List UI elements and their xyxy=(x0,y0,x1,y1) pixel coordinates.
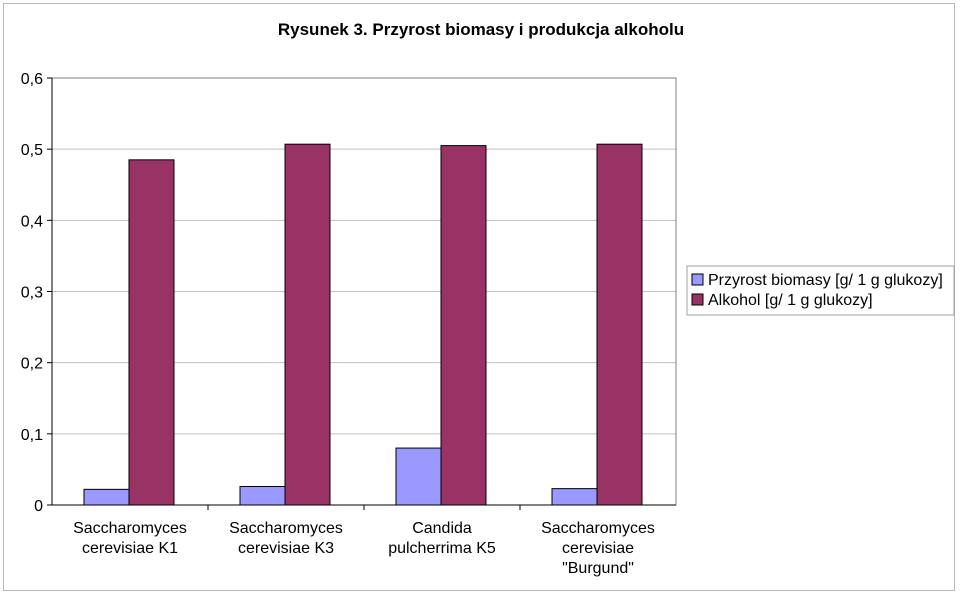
bar-series-1-category-3 xyxy=(395,447,442,506)
bar-series-1-category-2 xyxy=(239,485,286,506)
x-category-label: Saccharomyces xyxy=(229,520,343,537)
y-tick-label: 0,2 xyxy=(21,356,43,373)
y-axis-ticks: 0 0,1 0,2 0,3 0,4 0,5 0,6 xyxy=(21,71,52,515)
x-axis-categories: Saccharomyces cerevisiae K1 Saccharomyces c… xyxy=(73,505,655,577)
y-tick-label: 0 xyxy=(34,498,43,515)
x-category-label: Saccharomyces xyxy=(541,520,655,537)
bar-series-2-category-4 xyxy=(596,143,643,506)
x-category-label: cerevisiae K3 xyxy=(238,540,334,557)
bar-series-1-category-1 xyxy=(83,488,130,506)
legend: Przyrost biomasy [g/ 1 g glukozy] Alkohol… xyxy=(686,265,955,316)
bar-series-2-category-3 xyxy=(440,145,487,506)
bars xyxy=(83,143,643,506)
y-tick-label: 0,4 xyxy=(21,213,43,230)
bar-series-1-category-4 xyxy=(551,488,598,506)
x-category-label: cerevisiae K1 xyxy=(82,540,178,557)
x-category-label: Candida xyxy=(412,520,472,537)
y-tick-label: 0,5 xyxy=(21,142,43,159)
legend-box xyxy=(686,265,955,316)
y-tick-label: 0,3 xyxy=(21,285,43,302)
legend-label: Przyrost biomasy [g/ 1 g glukozy] xyxy=(708,272,943,289)
x-category-label: pulcherrima K5 xyxy=(388,540,496,557)
x-category-label: cerevisiae xyxy=(562,540,634,557)
legend-label: Alkohol [g/ 1 g glukozy] xyxy=(708,292,873,309)
bar-series-2-category-2 xyxy=(284,143,331,506)
bar-series-2-category-1 xyxy=(128,159,175,506)
y-tick-label: 0,1 xyxy=(21,427,43,444)
legend-swatch xyxy=(691,273,704,286)
x-category-label: "Burgund" xyxy=(562,560,634,577)
x-category-label: Saccharomyces xyxy=(73,520,187,537)
legend-swatch xyxy=(691,293,704,306)
y-tick-label: 0,6 xyxy=(21,71,43,88)
chart-title: Rysunek 3. Przyrost biomasy i produkcja … xyxy=(278,20,684,39)
